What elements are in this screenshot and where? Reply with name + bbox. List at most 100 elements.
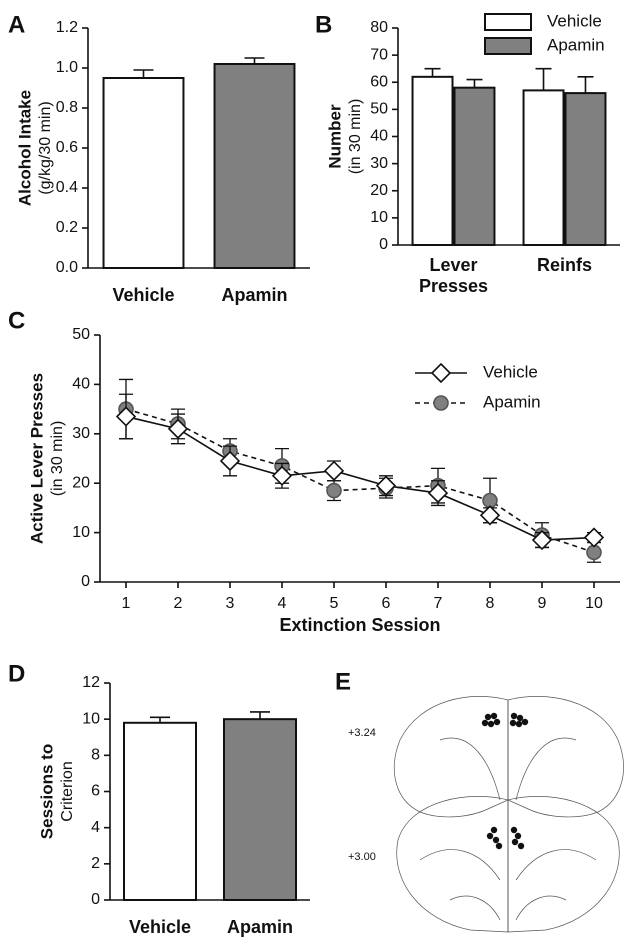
bar <box>411 75 454 246</box>
y-tick-label: 12 <box>82 674 100 691</box>
y-tick-label: 10 <box>72 524 90 541</box>
x-tick-label: Apamin <box>227 917 293 937</box>
marker <box>326 482 342 499</box>
y-tick-label: 70 <box>370 46 388 63</box>
bar <box>564 92 607 246</box>
y-axis-label: Criterion <box>59 761 76 821</box>
bar <box>123 721 197 901</box>
bar <box>102 77 185 269</box>
x-tick-label: Reinfs <box>536 255 592 275</box>
marker <box>531 529 553 551</box>
y-axis-label: Alcohol Intake <box>15 90 34 206</box>
x-tick-label: 9 <box>538 595 547 612</box>
error-bar <box>535 67 552 91</box>
y-axis-label: (in 30 min) <box>49 421 66 497</box>
x-tick-label: 1 <box>122 595 131 612</box>
y-tick-label: 10 <box>370 209 388 226</box>
y-axis-label: Sessions to <box>37 744 56 839</box>
legend-marker <box>430 362 452 384</box>
series-line <box>125 408 595 554</box>
y-tick-label: 6 <box>91 783 100 800</box>
x-tick-label-box: Reinfs <box>536 255 592 275</box>
brain-atlas: E +3.24 +3.00 <box>335 668 624 933</box>
x-tick-label: 2 <box>174 595 183 612</box>
atlas-label: +3.00 <box>348 851 376 863</box>
y-tick-label: 30 <box>370 155 388 172</box>
y-tick-label: 40 <box>72 376 90 393</box>
panel-label: B <box>315 11 332 38</box>
panel-label: A <box>8 11 25 38</box>
y-tick-label: 20 <box>370 182 388 199</box>
y-tick-label: 50 <box>72 326 90 343</box>
y-tick-label: 0.0 <box>56 259 78 276</box>
y-axis-label: Active Lever Presses <box>27 373 46 544</box>
bar <box>522 89 565 246</box>
y-tick-label: 10 <box>82 710 100 727</box>
marker <box>271 465 293 486</box>
marker <box>375 475 397 496</box>
panel-label: E <box>335 668 351 695</box>
atlas-label: +3.24 <box>348 727 376 739</box>
y-tick-label: 2 <box>91 855 100 872</box>
series-line <box>125 415 595 541</box>
legend-swatch <box>484 37 532 55</box>
error-bar <box>466 78 483 88</box>
y-tick-label: 60 <box>370 73 388 90</box>
y-tick-label: 4 <box>91 819 100 836</box>
error-bar <box>577 76 594 94</box>
y-tick-label: 1.2 <box>56 19 78 36</box>
marker <box>583 527 605 548</box>
x-tick-label: 5 <box>330 595 339 612</box>
marker <box>115 406 137 427</box>
marker <box>479 505 501 526</box>
x-tick-label: 6 <box>382 595 391 612</box>
y-tick-label: 0.6 <box>56 139 78 156</box>
y-tick-label: 0 <box>81 573 90 590</box>
x-axis-label: Extinction Session <box>279 615 440 635</box>
y-axis-label: (in 30 min) <box>347 99 364 175</box>
x-tick-label: 7 <box>434 595 443 612</box>
legend-label: Apamin <box>483 392 541 411</box>
legend-label: Vehicle <box>547 11 602 30</box>
legend-marker <box>433 395 449 411</box>
marker <box>323 460 345 481</box>
y-tick-label: 40 <box>370 128 388 145</box>
y-tick-label: 0 <box>379 236 388 253</box>
x-tick-label-box: Lever Presses <box>418 255 489 296</box>
marker <box>167 418 189 439</box>
bar <box>223 718 297 902</box>
y-axis-label: (g/kg/30 min) <box>37 101 54 194</box>
error-bar <box>250 711 270 720</box>
bar <box>213 63 296 269</box>
x-tick-label: 10 <box>585 595 603 612</box>
panel-label: C <box>8 307 25 334</box>
marker <box>427 482 449 504</box>
y-tick-label: 8 <box>91 747 100 764</box>
y-tick-label: 80 <box>370 19 388 36</box>
y-tick-label: 0 <box>91 891 100 908</box>
marker <box>219 450 241 472</box>
y-tick-label: 50 <box>370 101 388 118</box>
y-tick-label: 0.8 <box>56 99 78 116</box>
y-axis-label: Number <box>325 104 344 169</box>
legend-swatch <box>484 13 532 31</box>
y-tick-label: 20 <box>72 474 90 491</box>
y-tick-label: 30 <box>72 425 90 442</box>
x-tick-label: 8 <box>486 595 495 612</box>
legend-label: Vehicle <box>483 362 538 381</box>
error-bar <box>424 67 441 77</box>
x-tick-label: Vehicle <box>112 285 174 305</box>
y-tick-label: 0.2 <box>56 219 78 236</box>
bar <box>453 86 496 246</box>
panel-label: D <box>8 660 25 687</box>
y-tick-label: 0.4 <box>56 179 78 196</box>
x-tick-label: 4 <box>278 595 287 612</box>
x-tick-label: Vehicle <box>129 917 191 937</box>
x-tick-label: Apamin <box>221 285 287 305</box>
legend-label: Apamin <box>547 35 605 54</box>
x-tick-label: Lever Presses <box>418 255 489 296</box>
y-tick-label: 1.0 <box>56 59 78 76</box>
error-bar <box>133 69 154 78</box>
x-tick-label: 3 <box>226 595 235 612</box>
